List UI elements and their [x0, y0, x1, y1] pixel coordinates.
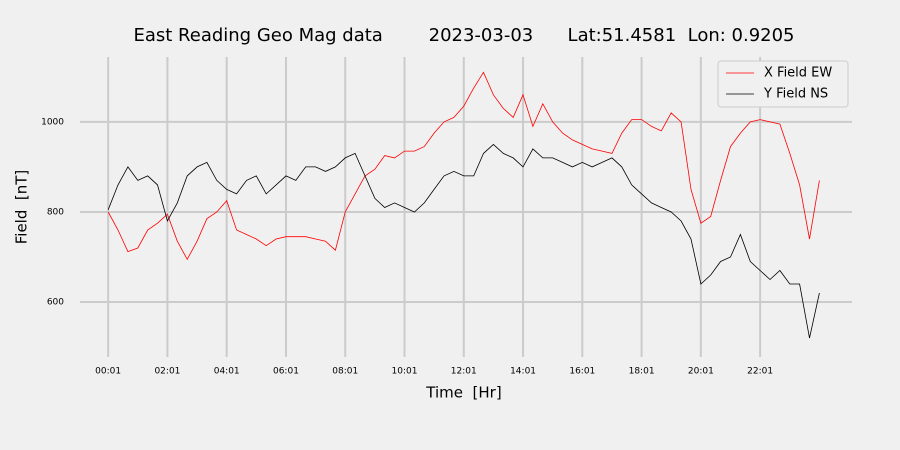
x-tick-label: 06:01 [273, 367, 299, 377]
y-tick-label: 600 [47, 298, 64, 308]
x-tick-label: 22:01 [747, 367, 773, 377]
legend-label: Y Field NS [763, 87, 828, 102]
x-tick-label: 16:01 [569, 367, 595, 377]
legend-label: X Field EW [764, 66, 832, 81]
legend: X Field EW Y Field NS [717, 60, 849, 108]
x-tick-label: 14:01 [510, 367, 536, 377]
x-tick-label: 12:01 [451, 367, 477, 377]
x-axis-label: Time [Hr] [425, 384, 501, 402]
data-line [107, 71, 820, 261]
x-tick-label: 04:01 [214, 367, 240, 377]
x-tick-label: 00:01 [95, 367, 121, 377]
x-tick-label: 10:01 [392, 367, 418, 377]
data-line [107, 143, 820, 339]
chart-title: East Reading Geo Mag data 2023-03-03 Lat… [133, 25, 794, 46]
y-tick-label: 1000 [41, 117, 64, 127]
grid [80, 57, 852, 357]
x-tick-label: 18:01 [629, 367, 655, 377]
x-tick-label: 08:01 [332, 367, 358, 377]
x-tick-label: 02:01 [154, 367, 180, 377]
y-tick-label: 800 [47, 207, 64, 217]
y-axis-label: Field [nT] [13, 170, 31, 245]
x-tick-label: 20:01 [688, 367, 714, 377]
legend-box [717, 60, 849, 108]
